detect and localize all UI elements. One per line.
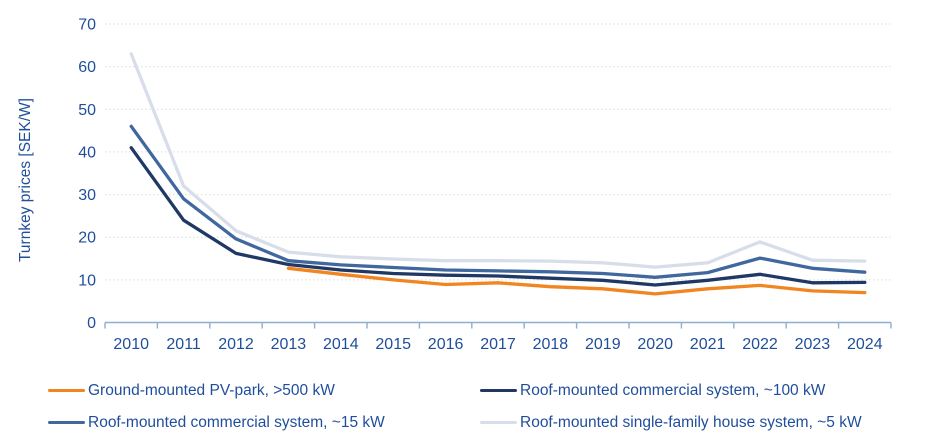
series-line-1 <box>129 146 867 287</box>
x-tick-label: 2023 <box>795 336 831 353</box>
legend-item-commercial-15kw: Roof-mounted commercial system, ~15 kW <box>48 414 480 431</box>
legend-item-label: Roof-mounted commercial system, ~100 kW <box>520 382 826 399</box>
series-line-0 <box>286 266 867 296</box>
y-tick-label: 30 <box>78 187 96 204</box>
x-tick-label: 2015 <box>375 336 411 353</box>
legend: Ground-mounted PV-park, >500 kW Roof-mou… <box>48 382 928 431</box>
ground-pv-park-line-swatch <box>48 388 85 393</box>
y-tick-label: 40 <box>78 144 96 161</box>
x-tick-label: 2024 <box>847 336 883 353</box>
y-axis-title: Turnkey prices [SEK/W] <box>17 98 34 262</box>
legend-item-ground-pv-park: Ground-mounted PV-park, >500 kW <box>48 382 480 399</box>
axes <box>104 321 892 329</box>
y-tick-label: 20 <box>78 230 96 247</box>
commercial-15kw-line-swatch <box>48 420 85 425</box>
legend-item-label: Roof-mounted commercial system, ~15 kW <box>88 414 385 432</box>
x-tick-label: 2019 <box>585 336 621 353</box>
x-tick-label: 2011 <box>166 336 201 353</box>
legend-item-commercial-100kw: Roof-mounted commercial system, ~100 kW <box>480 382 928 399</box>
y-tick-label: 10 <box>78 272 96 289</box>
x-tick-label: 2021 <box>690 336 726 353</box>
x-tick-label: 2012 <box>218 336 254 353</box>
x-tick-label: 2020 <box>637 336 673 353</box>
axis-labels: 0 10 20 30 40 50 60 70 2010 2011 2012 2013 2014 2015 2… <box>78 17 882 354</box>
x-tick-label: 2017 <box>480 336 516 353</box>
gridlines <box>105 23 891 281</box>
y-tick-label: 60 <box>78 59 96 76</box>
series-line-3 <box>129 52 867 269</box>
single-family-5kw-line-swatch <box>480 420 517 425</box>
y-tick-label: 70 <box>78 17 96 34</box>
legend-item-label: Roof-mounted single-family house system,… <box>520 414 862 432</box>
legend-item-label: Ground-mounted PV-park, >500 kW <box>88 382 335 399</box>
y-tick-label: 50 <box>78 102 96 119</box>
commercial-100kw-line-swatch <box>480 388 517 393</box>
chart-plot-area: Turnkey prices [SEK/W] 0 10 20 30 40 50 60 70 20… <box>17 17 892 354</box>
x-tick-label: 2016 <box>428 336 464 353</box>
x-tick-label: 2010 <box>113 336 149 353</box>
x-tick-label: 2014 <box>323 336 359 353</box>
x-tick-label: 2018 <box>533 336 569 353</box>
y-tick-label: 0 <box>87 315 96 332</box>
x-tick-label: 2022 <box>742 336 778 353</box>
series-line-2 <box>129 124 867 279</box>
legend-item-single-family-5kw: Roof-mounted single-family house system,… <box>480 414 928 431</box>
series-lines <box>129 52 867 296</box>
x-tick-label: 2013 <box>271 336 307 353</box>
